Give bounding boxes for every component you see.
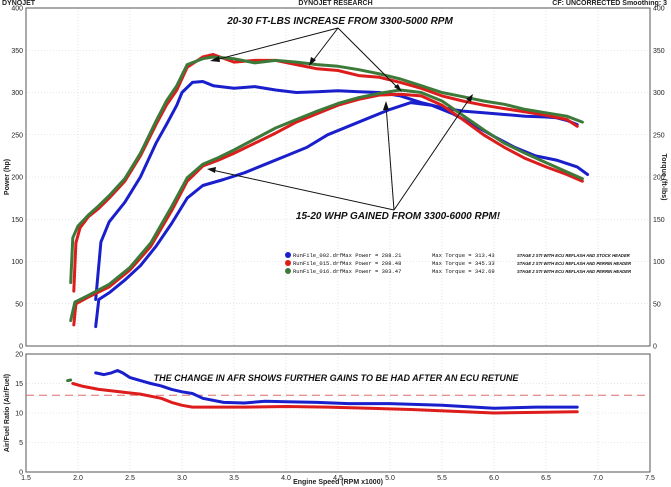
dyno-series-2 <box>69 55 584 285</box>
legend-torque-run015: Max Torque = 345.33 <box>432 260 495 267</box>
legend-marker-run015 <box>285 260 291 266</box>
legend-file-run016: RunFile_016.drf <box>293 268 343 275</box>
power-tick-label: 300 <box>11 90 23 97</box>
power-tick-label: 250 <box>11 132 23 139</box>
torque-gain-annotation: 20-30 FT-LBS INCREASE FROM 3300-5000 RPM <box>226 16 453 27</box>
legend-file-run015: RunFile_015.drf <box>293 260 343 267</box>
rpm-tick-label: 3.0 <box>177 475 187 482</box>
torque-tick-label: 250 <box>653 132 665 139</box>
dyno-series-5 <box>69 88 584 323</box>
torque-tick-label: 50 <box>653 301 661 308</box>
power-tick-label: 150 <box>11 217 23 224</box>
rpm-tick-label: 7.0 <box>593 475 603 482</box>
torque-tick-label: 100 <box>653 259 665 266</box>
power-tick-label: 50 <box>15 301 23 308</box>
afr-tick-label: 5 <box>19 440 23 447</box>
power-gain-annotation: 15-20 WHP GAINED FROM 3300-6000 RPM! <box>296 211 501 222</box>
rpm-tick-label: 2.5 <box>125 475 135 482</box>
annotation-arrowheads <box>207 56 473 173</box>
afr-tick-label: 10 <box>15 411 23 418</box>
header-settings: CF: UNCORRECTED Smoothing: 3 <box>552 0 667 7</box>
dyno-series-4 <box>72 92 584 327</box>
torque-tick-label: 350 <box>653 48 665 55</box>
afr-axis-label: Air/Fuel Ratio (Air/Fuel) <box>4 374 11 452</box>
afr-tick-label: 20 <box>15 352 23 359</box>
legend-torque-run016: Max Torque = 342.69 <box>432 268 495 275</box>
rpm-tick-label: 6.0 <box>489 475 499 482</box>
top-plot-series <box>69 53 590 329</box>
rpm-tick-label: 5.0 <box>385 475 395 482</box>
torque-tick-label: 0 <box>653 344 657 351</box>
afr-plot-ticks: 0 5 10 15 20 1.5 2.0 2.5 3.0 3.5 4.0 4.5 5.0 5.5 6.0 6.… <box>15 352 655 483</box>
dyno-series-0 <box>94 80 579 301</box>
legend-marker-run016 <box>285 268 291 274</box>
afr-plot-frame <box>25 353 651 473</box>
legend-power-run015: Max Power = 298.48 <box>342 260 401 267</box>
rpm-tick-label: 1.5 <box>21 475 31 482</box>
afr-series-0 <box>94 369 579 410</box>
legend-note-run002: STAGE 2 STI WITH ECU REFLASH AND STOCK H… <box>517 253 630 258</box>
power-tick-label: 400 <box>11 6 23 13</box>
afr-plot-series <box>66 369 579 415</box>
legend-power-run016: Max Power = 303.47 <box>342 268 401 275</box>
torque-tick-label: 400 <box>653 6 665 13</box>
rpm-tick-label: 6.5 <box>541 475 551 482</box>
legend-note-run015: STAGE 2 STI WITH ECU REFLASH AND PERRIN … <box>517 261 631 266</box>
legend-file-run002: RunFile_002.drf <box>293 252 343 259</box>
afr-series-2 <box>66 378 73 383</box>
torque-axis-label: Torque (ft-lbs) <box>660 154 667 201</box>
header-logo-text: DYNOJET <box>2 0 36 7</box>
rpm-tick-label: 2.0 <box>73 475 83 482</box>
rpm-tick-label: 4.5 <box>333 475 343 482</box>
legend: RunFile_002.drf Max Power = 288.21 Max T… <box>285 252 631 275</box>
legend-power-run002: Max Power = 288.21 <box>342 252 402 259</box>
afr-series-1 <box>71 382 579 415</box>
legend-note-run016: STAGE 2 STI WITH ECU REFLASH AND PERRIN … <box>517 269 631 274</box>
afr-tick-label: 0 <box>19 470 23 477</box>
header-title: DYNOJET RESEARCH <box>298 0 373 7</box>
torque-tick-label: 300 <box>653 90 665 97</box>
torque-tick-label: 150 <box>653 217 665 224</box>
top-plot-grid <box>25 7 651 347</box>
top-plot-ticks: 0 0 50 50 100 100 150 150 200 200 250 250 300 300 350 3… <box>11 6 664 351</box>
legend-marker-run002 <box>285 252 291 258</box>
power-axis-label: Power (hp) <box>4 159 11 195</box>
torque-tick-label: 200 <box>653 175 665 182</box>
annotation-arrows <box>211 27 471 211</box>
power-tick-label: 0 <box>19 344 23 351</box>
afr-annotation: THE CHANGE IN AFR SHOWS FURTHER GAINS TO… <box>154 373 520 383</box>
rpm-tick-label: 7.5 <box>645 475 655 482</box>
rpm-tick-label: 4.0 <box>281 475 291 482</box>
rpm-tick-label: 3.5 <box>229 475 239 482</box>
power-tick-label: 200 <box>11 175 23 182</box>
legend-torque-run002: Max Torque = 313.43 <box>432 252 495 259</box>
power-tick-label: 350 <box>11 48 23 55</box>
rpm-axis-label: Engine Speed (RPM x1000) <box>293 479 383 486</box>
afr-tick-label: 15 <box>15 381 23 388</box>
rpm-tick-label: 5.5 <box>437 475 447 482</box>
power-tick-label: 100 <box>11 259 23 266</box>
top-plot-frame <box>25 7 651 347</box>
